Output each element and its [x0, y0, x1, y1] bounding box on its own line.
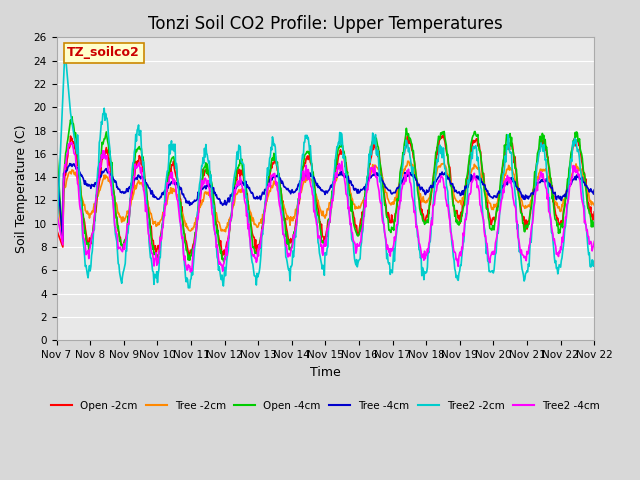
Line: Tree2 -4cm: Tree2 -4cm	[56, 143, 595, 272]
Open -4cm	[68, 114, 76, 120]
Open -4cm	[382, 207, 390, 213]
Text: TZ_soilco2: TZ_soilco2	[67, 47, 140, 60]
Tree -4cm	[66, 161, 74, 167]
Legend: Open -2cm, Tree -2cm, Open -4cm, Tree -4cm, Tree2 -2cm, Tree2 -4cm: Open -2cm, Tree -2cm, Open -4cm, Tree -4…	[47, 397, 604, 415]
Tree2 -2cm	[61, 46, 68, 52]
Open -4cm	[116, 237, 124, 242]
Line: Open -4cm: Open -4cm	[56, 117, 595, 262]
Title: Tonzi Soil CO2 Profile: Upper Temperatures: Tonzi Soil CO2 Profile: Upper Temperatur…	[148, 15, 503, 33]
Tree2 -2cm	[412, 219, 420, 225]
Y-axis label: Soil Temperature (C): Soil Temperature (C)	[15, 124, 28, 253]
Tree -4cm	[216, 197, 224, 203]
Tree2 -4cm	[382, 237, 390, 243]
Tree -4cm	[263, 184, 271, 190]
Open -4cm	[263, 192, 271, 197]
Tree -2cm	[242, 194, 250, 200]
Open -2cm	[591, 209, 598, 215]
Open -2cm	[52, 227, 60, 232]
X-axis label: Time: Time	[310, 365, 340, 379]
Tree -4cm	[382, 184, 390, 190]
Tree2 -2cm	[216, 268, 224, 274]
Tree -2cm	[591, 203, 598, 208]
Open -2cm	[218, 254, 226, 260]
Open -2cm	[116, 234, 124, 240]
Tree2 -4cm	[263, 192, 271, 198]
Open -2cm	[412, 174, 420, 180]
Open -4cm	[243, 188, 250, 193]
Tree2 -4cm	[52, 209, 60, 215]
Tree -2cm	[412, 177, 420, 183]
Tree -4cm	[243, 184, 250, 190]
Open -2cm	[262, 195, 270, 201]
Open -2cm	[242, 180, 250, 186]
Line: Tree2 -2cm: Tree2 -2cm	[56, 49, 595, 288]
Tree -4cm	[117, 189, 125, 195]
Open -4cm	[591, 219, 598, 225]
Tree2 -4cm	[66, 140, 74, 145]
Tree2 -4cm	[116, 244, 124, 250]
Line: Tree -2cm: Tree -2cm	[56, 161, 595, 241]
Tree2 -2cm	[243, 193, 250, 199]
Tree -2cm	[52, 186, 60, 192]
Open -2cm	[214, 233, 222, 239]
Tree -2cm	[59, 239, 67, 244]
Tree -4cm	[52, 163, 60, 168]
Line: Tree -4cm: Tree -4cm	[56, 164, 595, 241]
Tree2 -4cm	[187, 269, 195, 275]
Tree2 -2cm	[591, 258, 598, 264]
Open -4cm	[412, 173, 420, 179]
Open -4cm	[220, 259, 228, 265]
Tree -2cm	[262, 199, 270, 204]
Tree -4cm	[412, 177, 420, 183]
Tree -2cm	[404, 158, 412, 164]
Tree -2cm	[116, 214, 124, 219]
Tree2 -2cm	[263, 174, 271, 180]
Tree2 -4cm	[412, 225, 420, 230]
Open -4cm	[215, 243, 223, 249]
Tree2 -2cm	[382, 242, 390, 248]
Tree2 -2cm	[52, 239, 60, 244]
Tree -2cm	[381, 189, 389, 195]
Tree2 -4cm	[591, 239, 598, 244]
Tree -2cm	[215, 220, 223, 226]
Tree2 -4cm	[243, 213, 250, 219]
Tree -4cm	[591, 187, 598, 193]
Open -2cm	[404, 132, 412, 137]
Tree2 -4cm	[216, 259, 224, 265]
Open -2cm	[381, 199, 389, 205]
Open -4cm	[52, 145, 60, 151]
Tree -4cm	[59, 239, 67, 244]
Tree2 -2cm	[116, 274, 124, 280]
Line: Open -2cm: Open -2cm	[56, 134, 595, 257]
Tree2 -2cm	[184, 285, 192, 291]
